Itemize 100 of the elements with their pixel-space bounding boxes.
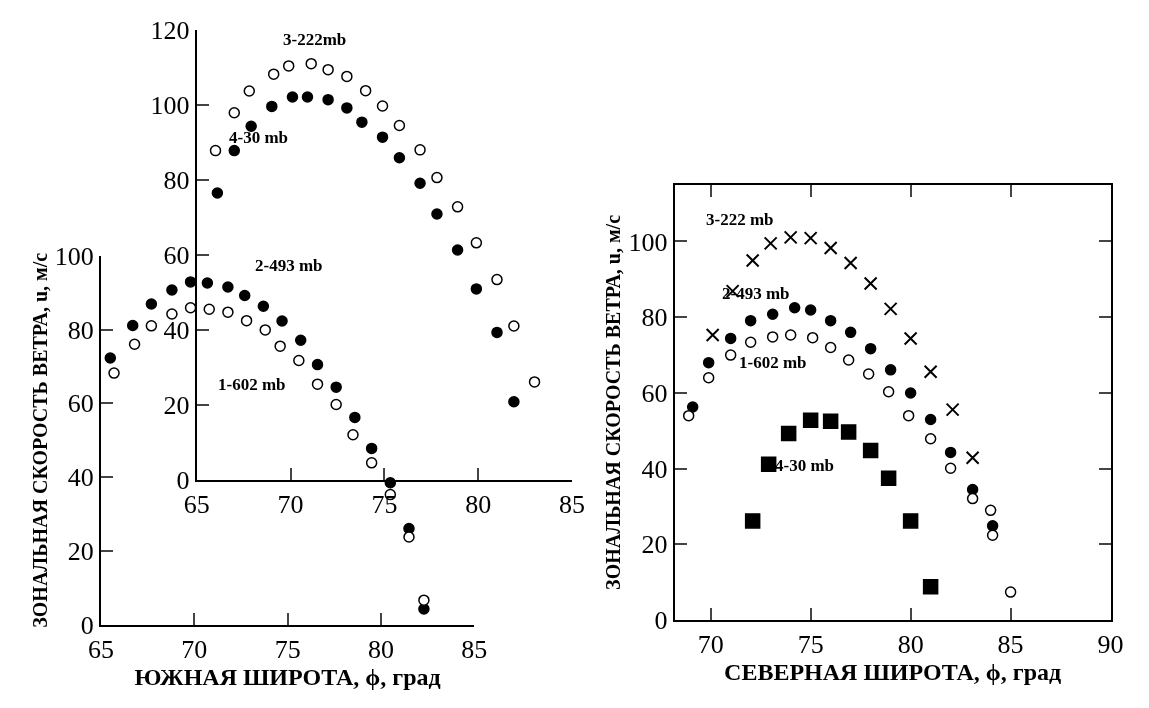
point: [209, 144, 222, 157]
x-tick-label: 80: [465, 490, 492, 520]
point: [744, 513, 761, 529]
series-label: 3-222mb: [283, 30, 347, 49]
point: [824, 341, 837, 354]
point: [301, 91, 314, 103]
point: [702, 372, 715, 384]
point: [882, 386, 895, 398]
point: [923, 364, 938, 379]
point: [286, 91, 299, 103]
point: [330, 381, 342, 393]
point: [311, 358, 324, 371]
point: [451, 201, 464, 213]
point: [257, 300, 270, 312]
y-tick-label: 80: [163, 166, 190, 196]
point: [745, 253, 760, 268]
point: [724, 332, 737, 345]
y-tick-label: 100: [628, 227, 668, 257]
point: [228, 144, 241, 157]
point: [347, 429, 359, 441]
y-tick-label: 40: [67, 463, 94, 493]
point: [802, 412, 819, 428]
point: [824, 314, 837, 327]
point: [491, 273, 503, 286]
point: [766, 331, 779, 343]
point: [822, 413, 839, 430]
point: [222, 281, 234, 293]
point: [784, 329, 797, 341]
point: [804, 304, 817, 316]
point: [788, 302, 801, 314]
series-label: 4-30 mb: [775, 456, 835, 475]
y-tick-label: 20: [641, 530, 668, 560]
point: [128, 338, 141, 351]
point: [470, 283, 483, 295]
point: [356, 116, 368, 128]
point: [965, 450, 980, 465]
point: [883, 301, 898, 316]
series-label: 3-222 mb: [706, 210, 774, 229]
point: [904, 387, 917, 399]
point: [228, 107, 241, 119]
point: [763, 236, 778, 251]
point: [259, 324, 271, 336]
point: [922, 579, 939, 595]
x-tick-label: 70: [697, 630, 724, 660]
point: [349, 411, 361, 424]
y-tick-label: 60: [67, 389, 94, 419]
point: [393, 119, 406, 132]
series-label: 1-602 mb: [739, 353, 807, 372]
point: [760, 456, 777, 472]
point: [166, 308, 178, 320]
point: [211, 187, 224, 199]
point: [276, 315, 288, 327]
point: [470, 237, 483, 249]
point: [880, 470, 897, 486]
point: [844, 326, 857, 339]
point: [145, 320, 158, 332]
x-tick-label: 85: [461, 635, 488, 665]
point: [842, 354, 855, 366]
point: [902, 409, 915, 422]
series-label: 4-30 mb: [229, 128, 289, 147]
point: [266, 100, 278, 113]
point: [245, 120, 257, 133]
y-axis-title: ЗОНАЛЬНАЯ СКОРОСТЬ ВЕТРА, u, м/с: [602, 214, 625, 590]
y-tick-label: 20: [67, 537, 94, 567]
x-tick-label: 75: [274, 635, 301, 665]
x-axis-title: СЕВЕРНАЯ ШИРОТА, ϕ, град: [724, 659, 1062, 686]
point: [1004, 586, 1017, 598]
point: [431, 171, 443, 184]
point: [903, 331, 918, 346]
point: [780, 425, 797, 442]
point: [864, 342, 877, 355]
x-tick-label: 90: [1097, 630, 1124, 660]
point: [783, 230, 798, 245]
point: [203, 303, 215, 315]
point: [403, 531, 415, 543]
series-label: 2-493 mb: [255, 256, 323, 275]
point: [944, 462, 957, 475]
point: [330, 398, 342, 411]
point: [322, 93, 334, 106]
point: [282, 60, 295, 72]
point: [414, 144, 426, 156]
point: [806, 331, 819, 344]
x-tick-label: 85: [559, 490, 586, 520]
y-tick-label: 60: [641, 379, 668, 409]
point: [311, 378, 324, 390]
point: [528, 376, 541, 388]
point: [491, 326, 503, 339]
point: [243, 85, 256, 97]
point: [376, 131, 389, 143]
y-tick-label: 60: [163, 241, 190, 271]
point: [984, 504, 997, 517]
point: [986, 520, 999, 532]
y-tick-label: 80: [641, 303, 668, 333]
point: [376, 100, 389, 112]
y-tick-label: 20: [163, 391, 190, 421]
point: [126, 319, 139, 332]
point: [166, 284, 178, 296]
point: [862, 368, 875, 380]
y-tick-label: 100: [54, 241, 94, 271]
point: [508, 396, 520, 408]
